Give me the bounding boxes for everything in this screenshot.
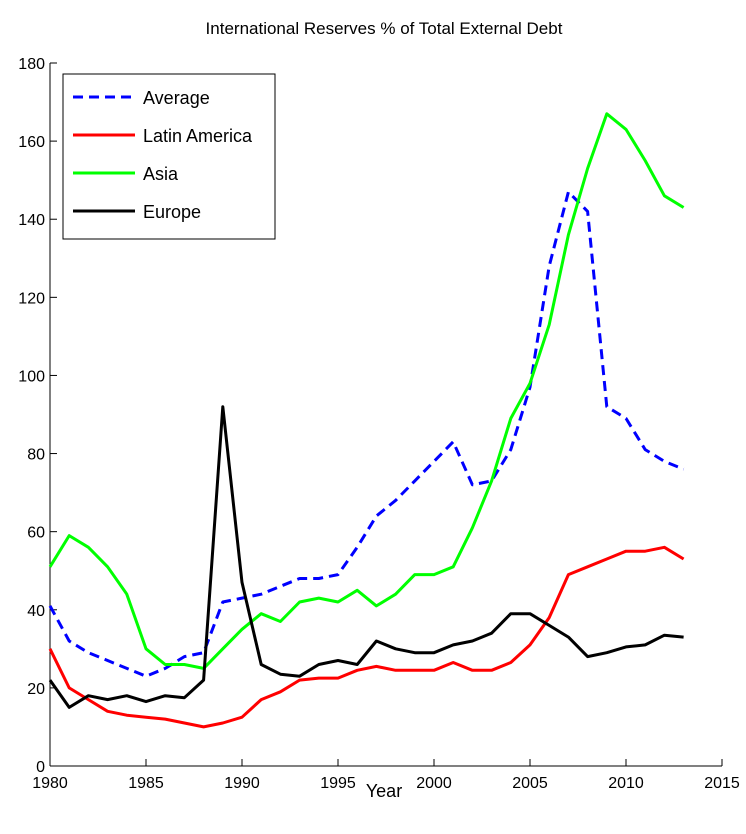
legend-label: Average — [143, 88, 210, 108]
x-axis-label: Year — [366, 781, 402, 801]
x-tick-label: 1995 — [320, 775, 356, 792]
y-tick-label: 120 — [18, 290, 45, 307]
series-line-asia — [48, 112, 685, 670]
y-tick-label: 40 — [27, 603, 45, 620]
x-tick-label: 1990 — [224, 775, 260, 792]
axes: 1980 1985 1990 1995 2000 2005 2010 2015 0 20 40 60 8… — [18, 56, 740, 792]
x-tick-label: 2000 — [416, 775, 452, 792]
series-line-latin-america — [48, 545, 685, 729]
y-tick-label: 160 — [18, 134, 45, 151]
y-tick-label: 80 — [27, 447, 45, 464]
chart-title: International Reserves % of Total Extern… — [206, 19, 563, 38]
series-line-europe — [48, 405, 684, 709]
x-tick-label: 1985 — [128, 775, 164, 792]
x-tick-label: 2010 — [608, 775, 644, 792]
legend: Average Latin America Asia Europe — [62, 73, 276, 240]
x-tick-label: 2015 — [704, 775, 740, 792]
y-tick-label: 140 — [18, 212, 45, 229]
y-tick-label: 60 — [27, 525, 45, 542]
y-tick-label: 0 — [36, 759, 45, 776]
series-lines — [48, 112, 685, 729]
y-tick-label: 180 — [18, 56, 45, 73]
legend-label: Europe — [143, 202, 201, 222]
x-tick-label: 1980 — [32, 775, 68, 792]
series-line-average — [48, 190, 685, 678]
y-tick-label: 100 — [18, 368, 45, 385]
legend-label: Asia — [143, 164, 179, 184]
legend-label: Latin America — [143, 126, 253, 146]
y-tick-label: 20 — [27, 681, 45, 698]
x-tick-label: 2005 — [512, 775, 548, 792]
